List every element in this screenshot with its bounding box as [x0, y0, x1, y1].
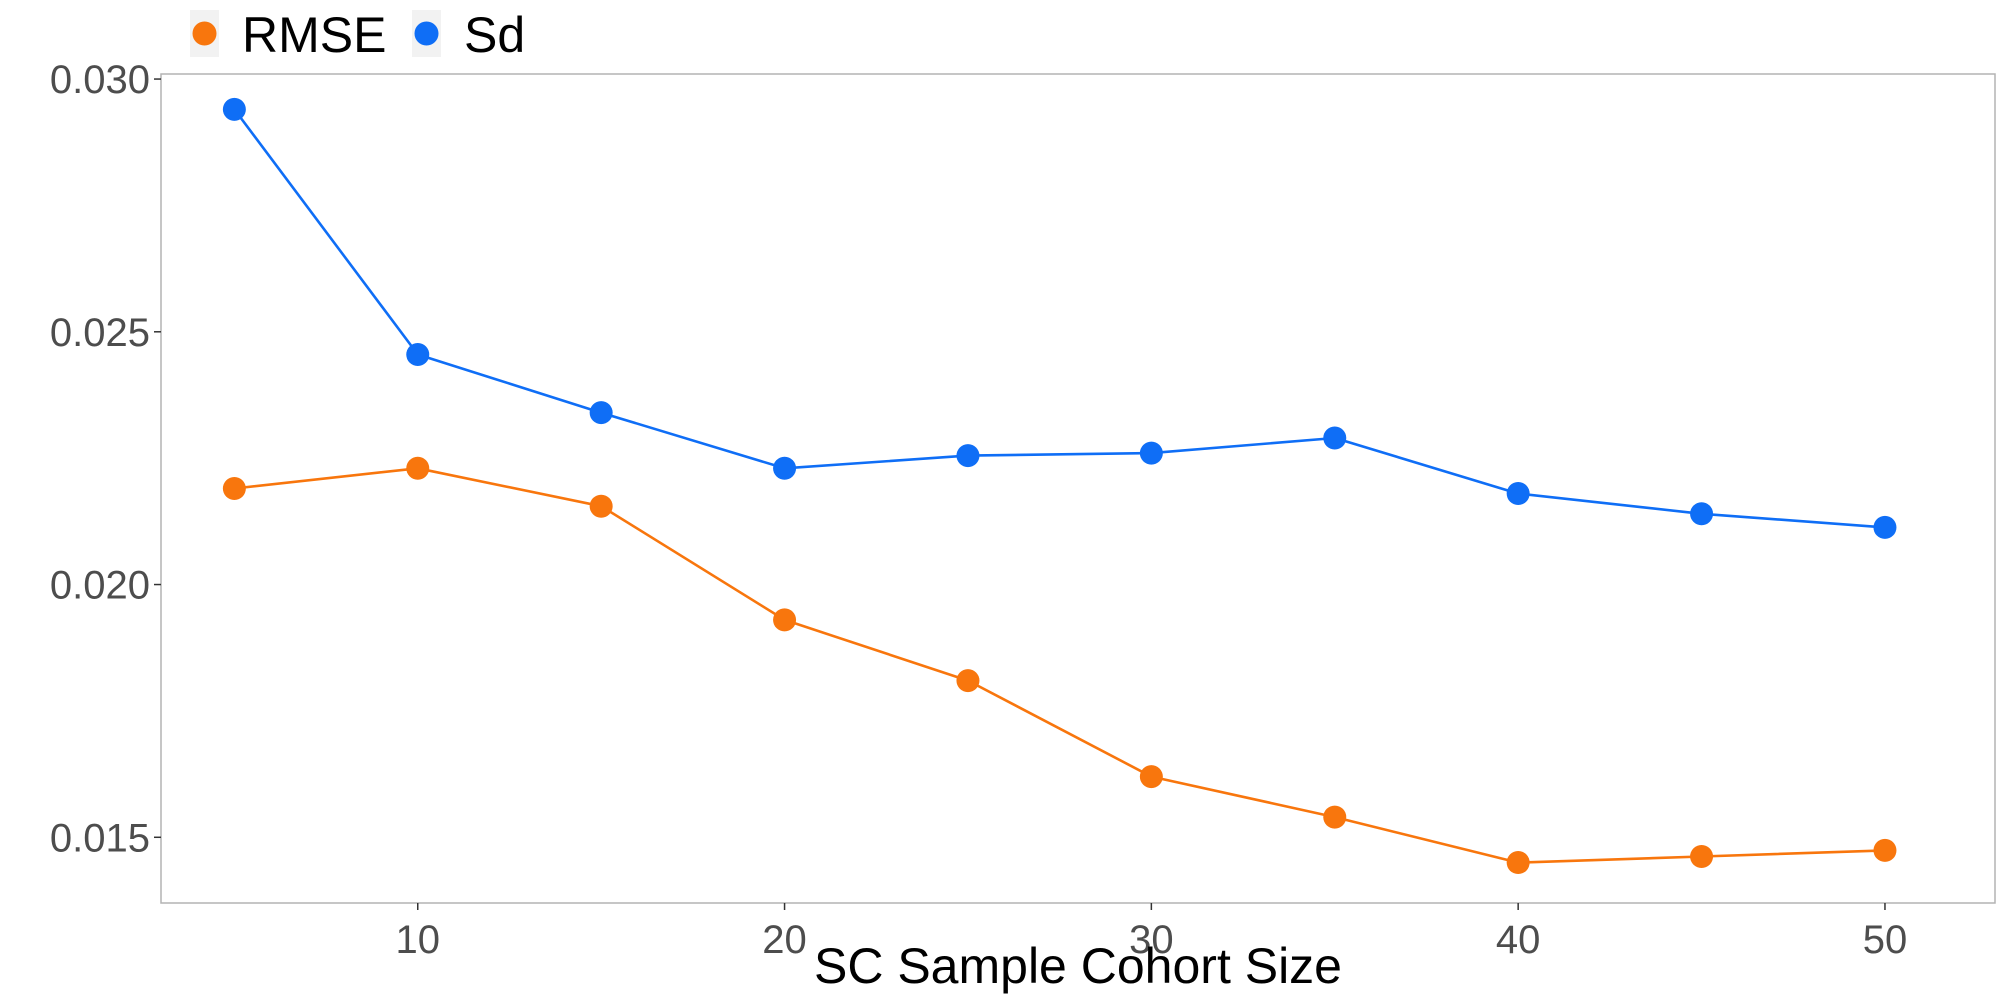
y-tick-label: 0.020 — [50, 564, 150, 608]
y-tick-label: 0.015 — [50, 816, 150, 860]
legend-label-sd: Sd — [464, 7, 525, 63]
data-point-rmse — [589, 494, 613, 518]
data-point-rmse — [773, 608, 797, 632]
data-point-rmse — [1139, 765, 1163, 789]
series-line-sd — [233, 108, 1886, 529]
plot-panel-border — [160, 73, 1996, 904]
series-sd — [222, 97, 1897, 539]
data-point-sd — [1139, 441, 1163, 465]
data-point-sd — [1873, 515, 1897, 539]
legend-key-sd — [414, 21, 439, 46]
x-tick-label: 40 — [1496, 918, 1541, 962]
legend-key-rmse — [192, 21, 217, 46]
data-point-rmse — [956, 669, 980, 693]
data-point-rmse — [1323, 805, 1347, 829]
x-tick-label: 30 — [1129, 918, 1174, 962]
data-point-rmse — [1873, 838, 1897, 862]
x-axis-title: SC Sample Cohort Size — [814, 938, 1342, 994]
data-point-sd — [222, 97, 246, 121]
data-point-sd — [589, 401, 613, 425]
data-point-sd — [406, 343, 430, 367]
legend: RMSE Sd — [190, 7, 525, 63]
series-line-rmse — [234, 466, 1886, 864]
x-axis: 10 20 30 40 50 — [396, 903, 1908, 962]
x-tick-label: 10 — [396, 918, 441, 962]
data-point-sd — [1506, 482, 1530, 506]
legend-item-sd: Sd — [412, 7, 525, 63]
y-tick-label: 0.030 — [50, 58, 150, 102]
series-rmse — [222, 456, 1897, 875]
legend-label-rmse: RMSE — [242, 7, 386, 63]
y-tick-label: 0.025 — [50, 311, 150, 355]
data-point-sd — [1690, 502, 1714, 526]
data-point-sd — [1323, 426, 1347, 450]
legend-item-rmse: RMSE — [190, 7, 386, 63]
data-point-rmse — [1690, 844, 1714, 868]
data-point-rmse — [406, 456, 430, 480]
data-point-sd — [956, 444, 980, 468]
data-point-sd — [773, 456, 797, 480]
series-layer — [222, 97, 1897, 875]
data-point-rmse — [1506, 851, 1530, 875]
y-axis: 0.015 0.020 0.025 0.030 — [50, 58, 161, 860]
data-point-rmse — [222, 477, 246, 500]
x-tick-label: 20 — [762, 918, 807, 962]
x-tick-label: 50 — [1863, 918, 1908, 962]
